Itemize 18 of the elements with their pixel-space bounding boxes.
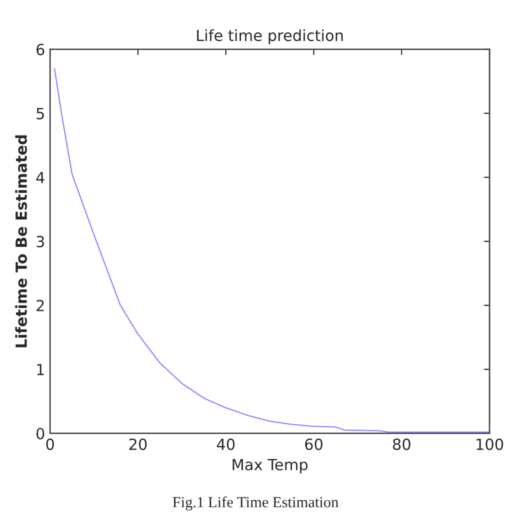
x-tick-label: 20 [129, 438, 147, 450]
y-tick-label: 2 [36, 300, 44, 312]
y-tick-label: 4 [36, 172, 44, 184]
caption: Fig.1 Life Time Estimation [172, 496, 338, 510]
line-series [54, 68, 490, 433]
x-axis-title: Max Temp [232, 459, 308, 474]
y-tick-label: 6 [36, 44, 44, 56]
chart-title: Life time prediction [197, 29, 343, 44]
x-tick-label: 0 [46, 438, 54, 450]
x-tick-label: 100 [476, 438, 504, 450]
x-tick-label: 40 [216, 438, 235, 450]
x-tick-label: 60 [305, 438, 322, 450]
y-tick-label: 1 [37, 364, 44, 376]
y-tick-label: 3 [36, 236, 44, 248]
y-tick-label: 5 [36, 108, 44, 120]
y-tick-label: 0 [36, 428, 44, 440]
x-tick-label: 80 [392, 438, 410, 450]
y-axis-title: Lifetime To Be Estimated [15, 135, 27, 348]
